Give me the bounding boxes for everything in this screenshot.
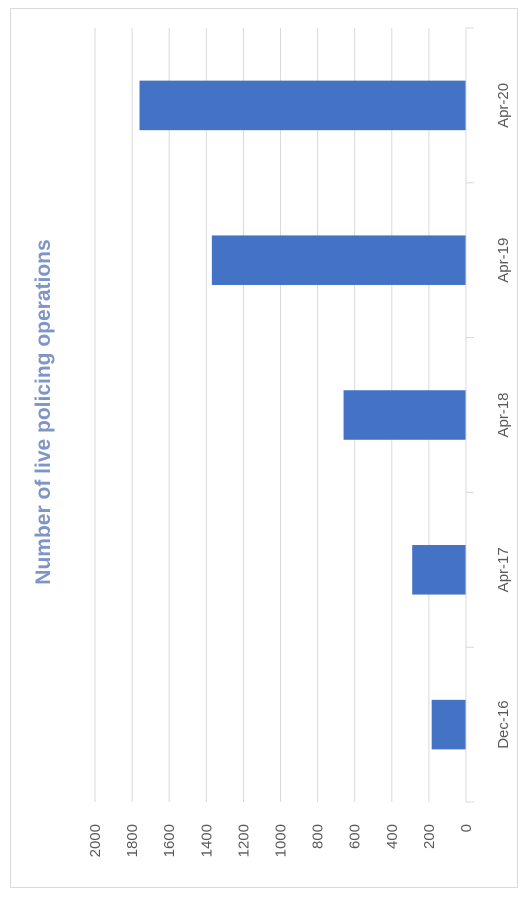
bars	[139, 80, 466, 750]
bar	[211, 235, 466, 285]
value-tick-label: 600	[347, 824, 364, 849]
value-tick-label: 1800	[124, 824, 141, 857]
category-axis	[465, 27, 474, 803]
value-tick-label: 1200	[235, 824, 252, 857]
chart-frame	[10, 8, 518, 888]
category-label: Apr-19	[495, 238, 512, 283]
value-tick-label: 800	[310, 824, 327, 849]
gridlines	[94, 28, 430, 802]
value-tick-label: 0	[458, 824, 475, 832]
category-label: Apr-17	[495, 547, 512, 592]
value-tick-label: 200	[421, 824, 438, 849]
category-label: Apr-18	[495, 392, 512, 437]
value-tick-label: 1000	[273, 824, 290, 857]
value-tick-label: 1600	[161, 824, 178, 857]
bar	[412, 545, 466, 595]
chart-title: Number of live policing operations	[32, 239, 55, 584]
value-tick-label: 400	[384, 824, 401, 849]
bar	[139, 80, 466, 131]
value-tick-label: 1400	[198, 824, 215, 857]
tick-labels: 0 200 400 600 800 1000 1200 1400 1600 1800 2000 Dec…	[87, 83, 512, 857]
category-label: Dec-16	[495, 700, 512, 748]
bar	[431, 699, 466, 750]
category-label: Apr-20	[495, 83, 512, 128]
value-tick-label: 2000	[87, 824, 104, 857]
bar	[343, 390, 466, 440]
